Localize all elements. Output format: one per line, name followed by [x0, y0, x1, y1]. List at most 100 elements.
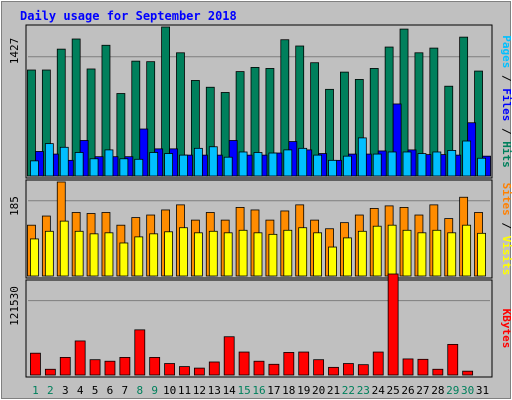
bar-pages-day-28	[432, 151, 442, 177]
x-tick-day-17: 17	[267, 384, 280, 397]
x-tick-day-5: 5	[92, 384, 99, 397]
bar-pages-day-27	[417, 153, 427, 177]
x-tick-day-19: 19	[297, 384, 310, 397]
bar-sites-day-31	[477, 232, 486, 277]
bar-kbytes-day-18	[283, 352, 295, 376]
x-tick-day-11: 11	[178, 384, 191, 397]
bar-kbytes-day-3	[59, 356, 71, 376]
bar-pages-day-7	[119, 158, 129, 177]
bar-sites-day-30	[462, 224, 472, 277]
bar-sites-day-7	[119, 242, 129, 277]
bar-pages-day-9	[149, 152, 159, 177]
x-tick-day-6: 6	[107, 384, 114, 397]
bar-pages-day-8	[134, 158, 144, 177]
bar-sites-day-17	[268, 233, 278, 277]
bar-kbytes-day-14	[223, 336, 235, 376]
bar-sites-day-4	[74, 230, 84, 277]
bar-kbytes-day-24	[372, 351, 384, 376]
bar-sites-day-6	[104, 232, 114, 277]
x-tick-day-23: 23	[357, 384, 370, 397]
bar-pages-day-18	[283, 149, 293, 177]
bar-sites-day-2	[44, 230, 54, 277]
bar-files-day-8	[139, 128, 149, 177]
bar-kbytes-day-1	[30, 352, 41, 376]
x-tick-day-2: 2	[47, 384, 54, 397]
bar-pages-day-25	[387, 151, 397, 177]
bar-kbytes-day-12	[193, 367, 205, 376]
bar-sites-day-1	[30, 238, 39, 277]
bar-pages-day-14	[223, 156, 233, 177]
bar-kbytes-day-13	[208, 361, 220, 376]
x-tick-day-13: 13	[208, 384, 221, 397]
chart-title: Daily usage for September 2018	[20, 9, 237, 23]
panel-visits-sites-max-label: 185	[8, 196, 21, 216]
x-tick-day-9: 9	[151, 384, 158, 397]
bar-sites-day-3	[59, 220, 69, 277]
bar-sites-day-29	[447, 232, 457, 277]
x-tick-day-18: 18	[282, 384, 295, 397]
bar-pages-day-13	[208, 146, 218, 177]
bar-kbytes-day-9	[149, 356, 161, 376]
bar-sites-day-12	[193, 232, 203, 277]
bar-pages-day-3	[59, 146, 69, 177]
bar-sites-day-5	[89, 233, 99, 277]
bar-sites-day-26	[402, 229, 412, 277]
panel-pages-files-hits-max-label: 1427	[8, 38, 21, 65]
bar-pages-day-19	[298, 147, 308, 177]
x-tick-day-20: 20	[312, 384, 325, 397]
x-tick-day-27: 27	[416, 384, 429, 397]
bar-sites-day-24	[372, 225, 382, 277]
x-tick-day-30: 30	[461, 384, 474, 397]
bar-pages-day-26	[402, 151, 412, 177]
bar-pages-day-15	[238, 151, 248, 177]
bar-sites-day-25	[387, 224, 397, 277]
x-tick-day-31: 31	[476, 384, 489, 397]
bar-pages-day-30	[462, 140, 472, 177]
bar-kbytes-day-8	[134, 329, 146, 376]
x-tick-day-3: 3	[62, 384, 69, 397]
x-tick-day-21: 21	[327, 384, 340, 397]
x-tick-day-14: 14	[223, 384, 237, 397]
bar-kbytes-day-2	[44, 368, 56, 376]
bar-kbytes-day-22	[343, 363, 354, 376]
panel-pages-files-hits-side-label-part-2: Files	[500, 88, 512, 121]
bar-files-day-25	[392, 103, 402, 177]
x-tick-day-7: 7	[122, 384, 129, 397]
bar-pages-day-12	[193, 147, 203, 177]
panel-visits-sites-side-label-part-1: /	[500, 216, 512, 236]
bar-sites-day-8	[134, 236, 144, 277]
bar-pages-day-20	[313, 154, 323, 177]
x-tick-day-8: 8	[136, 384, 143, 397]
bar-sites-day-10	[164, 231, 173, 277]
bar-kbytes-day-10	[164, 363, 175, 376]
bar-kbytes-day-19	[298, 351, 310, 376]
bar-kbytes-day-5	[89, 359, 101, 376]
bar-sites-day-14	[223, 232, 233, 277]
x-tick-day-4: 4	[77, 384, 84, 397]
panel-pages-files-hits-side-label: Pages / Files / Hits	[500, 35, 512, 168]
bar-pages-day-2	[44, 143, 54, 177]
bar-kbytes-day-17	[268, 363, 280, 376]
bar-pages-day-10	[164, 153, 173, 177]
bar-kbytes-day-4	[74, 340, 86, 376]
bar-pages-day-17	[268, 152, 278, 177]
x-tick-day-10: 10	[163, 384, 176, 397]
panel-visits-sites-side-label-part-0: Sites	[500, 183, 512, 216]
panel-visits-sites-side-label: Sites / Visits	[500, 183, 512, 276]
x-tick-day-12: 12	[193, 384, 206, 397]
panel-pages-files-hits-side-label-part-3: /	[500, 121, 512, 141]
bar-pages-day-21	[328, 159, 337, 177]
bar-kbytes-day-23	[357, 364, 369, 376]
panel-visits-sites-side-label-part-2: Visits	[500, 236, 512, 276]
bar-sites-day-28	[432, 229, 442, 277]
bar-kbytes-day-28	[432, 368, 444, 376]
bar-sites-day-15	[238, 229, 248, 277]
bar-pages-day-5	[89, 158, 99, 177]
bar-pages-day-22	[343, 155, 352, 177]
x-tick-day-25: 25	[387, 384, 400, 397]
x-tick-day-24: 24	[372, 384, 386, 397]
bar-hits-day-1	[27, 69, 36, 177]
bar-sites-day-13	[208, 230, 218, 277]
